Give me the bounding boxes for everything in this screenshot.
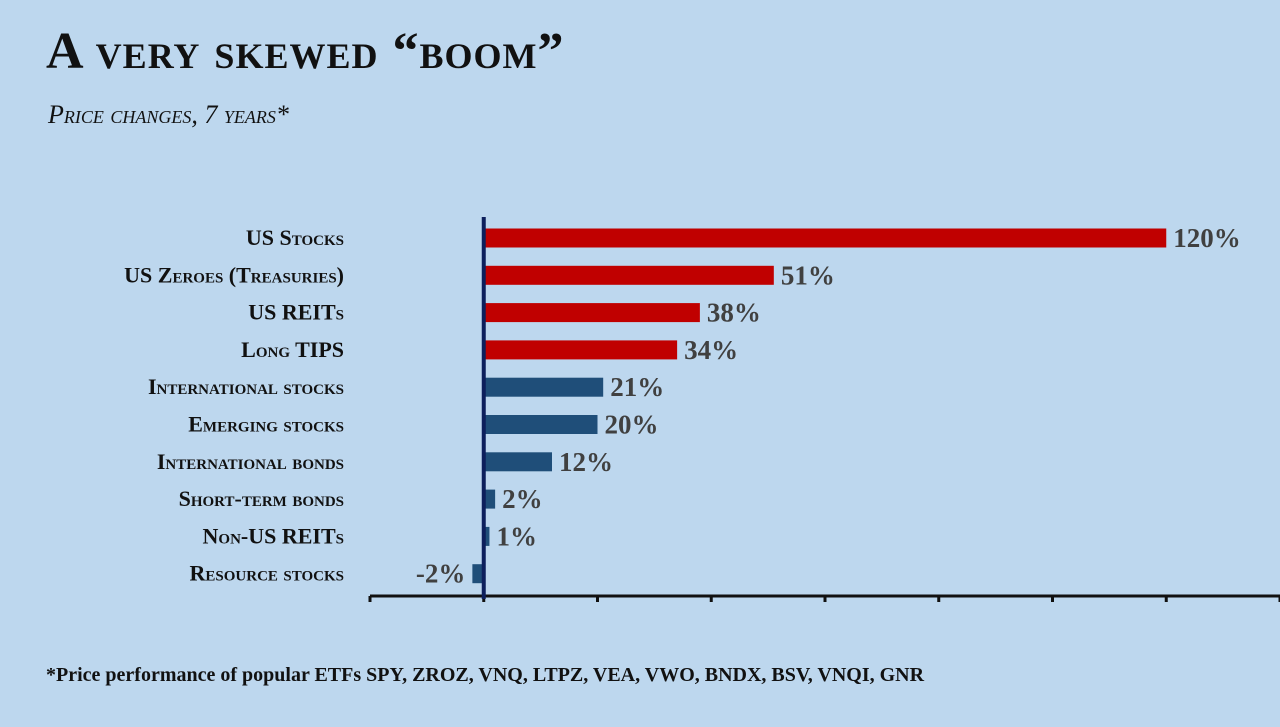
- bar: [483, 452, 552, 472]
- bar-chart: US Stocks 120% US Zeroes (Treasuries) 51% US…: [124, 217, 1280, 602]
- category-label: Long TIPS: [241, 337, 344, 362]
- category-label: US REITs: [248, 300, 344, 325]
- value-label: 20%: [605, 410, 659, 440]
- value-label: 12%: [559, 447, 613, 477]
- category-label: US Zeroes (Treasuries): [124, 262, 344, 287]
- bar: [483, 265, 774, 285]
- bar: [483, 228, 1167, 248]
- category-label: US Stocks: [246, 225, 344, 250]
- category-label: Resource stocks: [190, 561, 345, 586]
- footnote: *Price performance of popular ETFs SPY, …: [46, 664, 925, 686]
- value-label: 1%: [496, 521, 537, 551]
- bar: [483, 415, 598, 434]
- chart-subtitle: Price changes, 7 years*: [48, 100, 289, 129]
- bar: [483, 489, 496, 509]
- category-label: Emerging stocks: [188, 412, 344, 437]
- category-label: Short-term bonds: [179, 486, 344, 511]
- chart-title: A very skewed “boom”: [46, 23, 565, 80]
- bar: [483, 377, 604, 397]
- value-label: 51%: [781, 260, 835, 290]
- value-label: 38%: [707, 298, 761, 328]
- category-label: International bonds: [157, 449, 344, 474]
- value-label: -2%: [416, 559, 466, 589]
- bar: [472, 564, 484, 584]
- category-label: Non-US REITs: [203, 523, 344, 548]
- bar: [483, 340, 678, 360]
- category-label: International stocks: [148, 374, 344, 399]
- value-label: 21%: [610, 372, 664, 402]
- value-label: 2%: [502, 484, 543, 514]
- bar: [483, 526, 490, 546]
- value-label: 120%: [1173, 223, 1241, 253]
- bar: [483, 303, 700, 323]
- value-label: 34%: [684, 335, 738, 365]
